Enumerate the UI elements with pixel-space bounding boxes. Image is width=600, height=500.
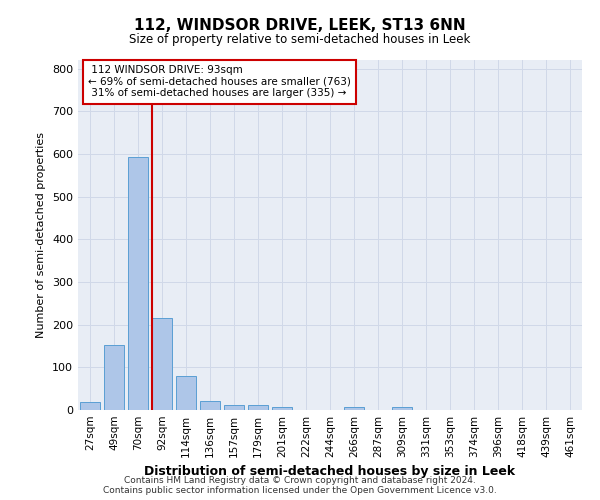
Text: Size of property relative to semi-detached houses in Leek: Size of property relative to semi-detach… bbox=[130, 32, 470, 46]
Bar bbox=[152, 318, 172, 410]
Bar bbox=[104, 344, 124, 410]
Text: 112, WINDSOR DRIVE, LEEK, ST13 6NN: 112, WINDSOR DRIVE, LEEK, ST13 6NN bbox=[134, 18, 466, 32]
Bar bbox=[200, 402, 220, 410]
Text: Contains HM Land Registry data © Crown copyright and database right 2024.
Contai: Contains HM Land Registry data © Crown c… bbox=[103, 476, 497, 495]
Bar bbox=[248, 406, 268, 410]
Bar bbox=[176, 376, 196, 410]
Bar bbox=[80, 402, 100, 410]
Bar bbox=[272, 406, 292, 410]
Bar bbox=[224, 406, 244, 410]
Bar bbox=[344, 406, 364, 410]
X-axis label: Distribution of semi-detached houses by size in Leek: Distribution of semi-detached houses by … bbox=[145, 466, 515, 478]
Y-axis label: Number of semi-detached properties: Number of semi-detached properties bbox=[37, 132, 46, 338]
Text: 112 WINDSOR DRIVE: 93sqm
← 69% of semi-detached houses are smaller (763)
 31% of: 112 WINDSOR DRIVE: 93sqm ← 69% of semi-d… bbox=[88, 66, 351, 98]
Bar bbox=[392, 406, 412, 410]
Bar bbox=[128, 157, 148, 410]
